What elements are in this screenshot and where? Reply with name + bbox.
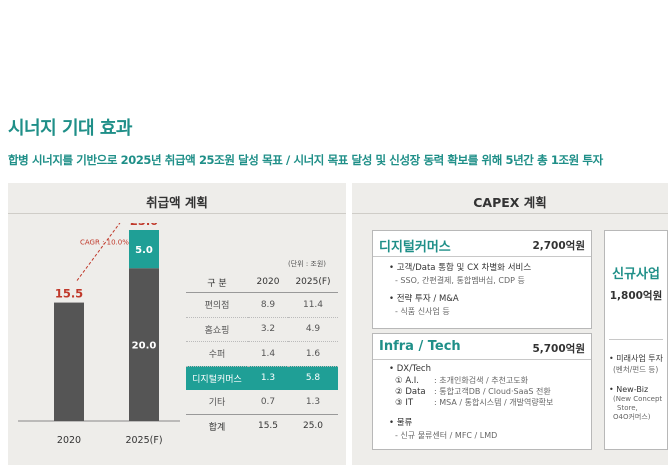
left-panel-divider xyxy=(8,213,346,214)
new-biz-box: 신규사업 1,800억원 • 미래사업 투자 (벤처/펀드 등) • New-B… xyxy=(604,230,668,450)
dx-sub-item: ③ IT : MSA / 통합시스템 / 개발역량확보 xyxy=(395,397,553,409)
cagr-arrow xyxy=(76,223,121,281)
dx-sub-desc: : MSA / 통합시스템 / 개발역량확보 xyxy=(434,398,554,407)
table-cell: 1.3 xyxy=(288,390,338,415)
bar-segment xyxy=(129,268,159,421)
table-cell: 디지털커머스 xyxy=(186,366,248,390)
table-cell: 8.9 xyxy=(248,292,288,318)
new-biz-item-detail: (New Concept xyxy=(613,395,663,403)
dx-sub-key: Data xyxy=(405,387,426,397)
digital-commerce-amount: 2,700억원 xyxy=(532,240,585,252)
dx-sub-num: ② xyxy=(395,387,403,397)
dx-sub-key: IT xyxy=(405,398,414,408)
dx-sub-item: ① A.I. : 초개인화검색 / 추천고도화 xyxy=(395,375,528,387)
infra-tech-amount: 5,700억원 xyxy=(532,343,585,355)
infra-tech-box: Infra / Tech 5,700억원 • DX/Tech ① A.I. : … xyxy=(372,333,592,450)
table-row: 홈쇼핑 3.2 4.9 xyxy=(186,317,338,342)
digital-item-detail: - 식품 신사업 등 xyxy=(395,307,450,316)
new-biz-item-detail: (벤처/펀드 등) xyxy=(613,365,659,374)
right-panel: CAPEX 계획 디지털커머스 2,700억원 • 고객/Data 통합 및 C… xyxy=(352,183,668,465)
page-subtitle: 합병 시너지를 기반으로 2025년 취급액 25조원 달성 목표 / 시너지 … xyxy=(8,153,603,167)
bar-segment-label: 5.0 xyxy=(135,245,153,256)
bar-total-label: 25.0 xyxy=(130,223,158,228)
new-biz-item: • 미래사업 투자 xyxy=(609,354,663,363)
table-cell: 15.5 xyxy=(248,413,288,438)
data-table: 구 분 2020 2025(F) 편의점 8.9 11.4 홈쇼핑 3.2 4.… xyxy=(186,272,338,438)
bar-segment-label: 20.0 xyxy=(132,341,157,352)
box-divider xyxy=(609,339,663,340)
bar-chart: 15.5 2020 20.0 5.0 25.0 2025(F) CAGR : 10.0% xyxy=(18,223,180,446)
left-panel-title: 취급액 계획 xyxy=(146,195,208,210)
table-cell: 4.9 xyxy=(288,317,338,342)
new-biz-amount: 1,800억원 xyxy=(609,290,663,302)
new-biz-item: • New-Biz xyxy=(609,385,649,394)
table-cell: 편의점 xyxy=(186,292,248,318)
x-tick-label: 2020 xyxy=(57,435,81,446)
digital-commerce-box: 디지털커머스 2,700억원 • 고객/Data 통합 및 CX 차별화 서비스… xyxy=(372,230,592,329)
logistics-item: • 물류 xyxy=(389,418,413,428)
table-header: 구 분 xyxy=(186,272,248,293)
box-divider xyxy=(373,359,591,360)
table-row: 수퍼 1.4 1.6 xyxy=(186,341,338,367)
digital-item: • 고객/Data 통합 및 CX 차별화 서비스 xyxy=(389,263,532,273)
table-cell: 1.3 xyxy=(248,366,288,390)
table-header: 2020 xyxy=(248,272,288,293)
dx-sub-key: A.I. xyxy=(405,376,419,386)
table-cell: 5.8 xyxy=(288,366,338,390)
dx-sub-desc: : 초개인화검색 / 추천고도화 xyxy=(434,376,529,385)
table-header: 2025(F) xyxy=(288,272,338,293)
digital-commerce-title: 디지털커머스 xyxy=(379,240,451,255)
table-cell: 1.4 xyxy=(248,341,288,367)
new-biz-title: 신규사업 xyxy=(612,267,660,282)
table-cell: 25.0 xyxy=(288,413,338,438)
bar-segment xyxy=(54,302,84,421)
digital-item-detail: - SSO, 간편결제, 통합멤버십, CDP 등 xyxy=(395,276,525,285)
bar-total-label: 15.5 xyxy=(55,287,83,301)
cagr-label: CAGR : 10.0% xyxy=(80,239,129,247)
table-row: 기타 0.7 1.3 xyxy=(186,390,338,415)
table-row: 편의점 8.9 11.4 xyxy=(186,292,338,318)
table-cell: 합계 xyxy=(186,413,248,438)
x-tick-label: 2025(F) xyxy=(125,435,162,446)
table-total-row: 합계 15.5 25.0 xyxy=(186,413,338,438)
new-biz-item-detail: Store, xyxy=(617,404,638,412)
right-panel-divider xyxy=(352,213,668,214)
digital-item: • 전략 투자 / M&A xyxy=(389,294,459,304)
dx-sub-item: ② Data : 통합고객DB / Cloud·SaaS 전환 xyxy=(395,386,551,398)
unit-label: (단위 : 조원) xyxy=(288,260,327,268)
bar-segment xyxy=(129,230,159,269)
dx-sub-desc: : 통합고객DB / Cloud·SaaS 전환 xyxy=(434,387,551,396)
box-divider xyxy=(373,256,591,257)
new-biz-item-detail: O4O커머스) xyxy=(613,413,651,421)
table-cell: 홈쇼핑 xyxy=(186,317,248,342)
table-cell: 수퍼 xyxy=(186,341,248,367)
table-cell: 3.2 xyxy=(248,317,288,342)
table-cell: 1.6 xyxy=(288,341,338,367)
dx-sub-num: ① xyxy=(395,376,403,386)
infra-tech-title: Infra / Tech xyxy=(379,339,461,354)
table-cell: 기타 xyxy=(186,390,248,415)
table-row-highlighted: 디지털커머스 1.3 5.8 xyxy=(186,366,338,390)
table-cell: 0.7 xyxy=(248,390,288,415)
table-cell: 11.4 xyxy=(288,292,338,318)
table-header-row: 구 분 2020 2025(F) xyxy=(186,272,338,293)
capex-title: CAPEX 계획 xyxy=(473,195,547,210)
left-panel: 취급액 계획 15.5 2020 20.0 5.0 25.0 2025(F) CAGR : … xyxy=(8,183,346,465)
dx-tech-item: • DX/Tech xyxy=(389,364,431,374)
logistics-detail: - 신규 물류센터 / MFC / LMD xyxy=(395,431,498,440)
page-title: 시너지 기대 효과 xyxy=(8,118,132,139)
dx-sub-num: ③ xyxy=(395,398,403,408)
